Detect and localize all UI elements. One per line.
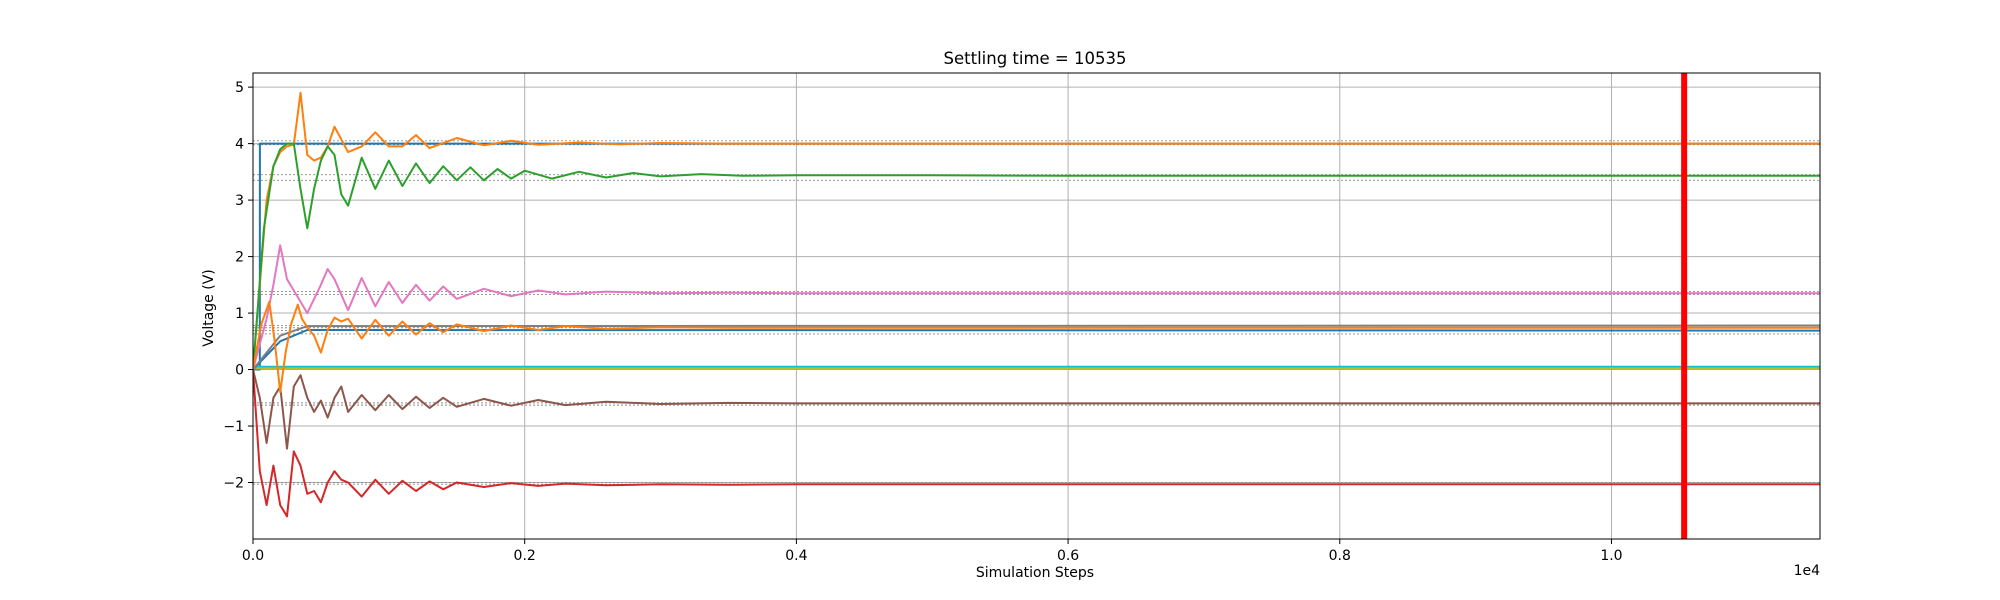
series-line-6	[253, 91, 1820, 370]
x-axis-label: Simulation Steps	[976, 565, 1094, 581]
series-line-5	[253, 324, 1820, 371]
series-line-11	[253, 369, 1820, 518]
series-line-10	[253, 300, 1820, 394]
x-tick-label: 0.0	[242, 548, 264, 564]
x-tick-label: 0.8	[1329, 548, 1351, 564]
y-tick-label: 5	[235, 80, 244, 96]
y-tick-label: 4	[235, 137, 244, 153]
series-group	[253, 91, 1820, 518]
x-tick-label: 1.0	[1600, 548, 1622, 564]
series-line-8	[253, 244, 1820, 370]
x-tick-label: 0.2	[514, 548, 536, 564]
x-tick-label: 0.6	[1057, 548, 1079, 564]
y-axis-label: Voltage (V)	[201, 269, 217, 346]
plot-area: 0.0 0.2 0.4 0.6 0.8 1.0 −2 −1 0 1 2 3 4 5	[223, 72, 1821, 564]
series-line-4	[253, 329, 1820, 371]
y-tick-label: −1	[223, 419, 244, 435]
y-tick-label: 1	[235, 306, 244, 322]
y-tick-label: −2	[223, 476, 244, 492]
x-tick-label: 0.4	[785, 548, 807, 564]
x-axis-offset-label: 1e4	[1794, 563, 1821, 579]
y-tick-label: 2	[235, 250, 244, 266]
y-tick-label: 3	[235, 193, 244, 209]
y-tick-label: 0	[235, 363, 244, 379]
series-line-9	[253, 369, 1820, 450]
series-line-7	[253, 142, 1820, 370]
axes-frame	[252, 72, 1821, 540]
chart-title: Settling time = 10535	[944, 49, 1127, 68]
